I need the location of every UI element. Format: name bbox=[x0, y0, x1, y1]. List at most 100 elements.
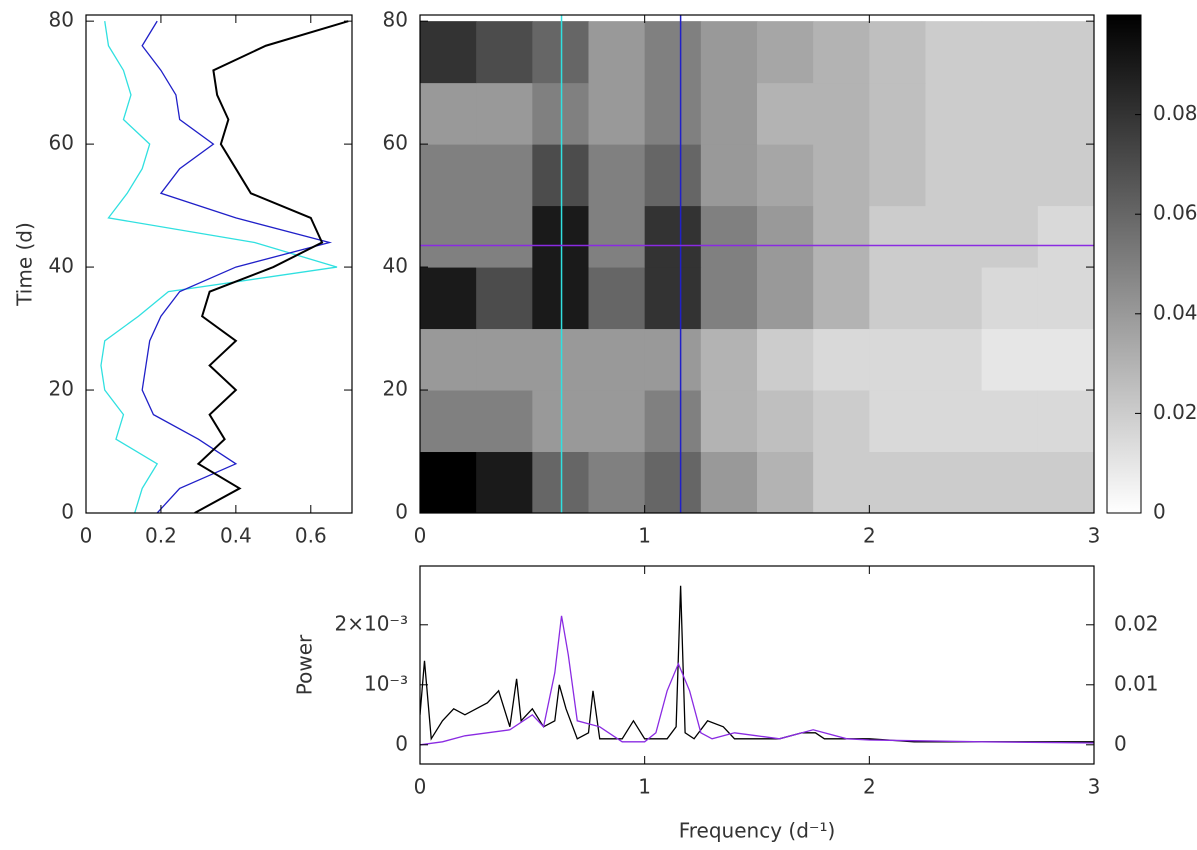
heat-cell bbox=[476, 21, 533, 84]
heat-cell bbox=[644, 205, 702, 268]
heat-cell bbox=[1037, 451, 1094, 513]
heat-cell bbox=[420, 205, 477, 268]
heat-cell bbox=[532, 144, 589, 207]
heat-cell bbox=[588, 144, 646, 207]
heat-cell bbox=[532, 328, 589, 391]
heat-cell bbox=[532, 82, 589, 145]
heat-cell bbox=[757, 451, 814, 513]
heat-cell bbox=[981, 205, 1039, 268]
x-tick-label: 1 bbox=[638, 775, 651, 799]
heat-cell bbox=[981, 390, 1039, 453]
heat-cell bbox=[925, 144, 983, 207]
x-tick-label: 3 bbox=[1088, 524, 1101, 548]
heat-cell bbox=[869, 205, 926, 268]
heat-cell bbox=[981, 82, 1039, 145]
heat-cell bbox=[1037, 328, 1094, 391]
heat-cell bbox=[532, 390, 589, 453]
heat-cell bbox=[813, 144, 870, 207]
heat-cell bbox=[420, 328, 477, 391]
heat-cell bbox=[757, 390, 814, 453]
heat-cell bbox=[420, 451, 477, 513]
heat-cell bbox=[700, 205, 758, 268]
heat-cell bbox=[813, 390, 870, 453]
heat-cell bbox=[644, 21, 702, 84]
y-tick-label: 0 bbox=[61, 500, 74, 524]
heat-cell bbox=[925, 21, 983, 84]
heat-cell bbox=[925, 267, 983, 330]
heat-cell bbox=[700, 390, 758, 453]
heat-cell bbox=[644, 267, 702, 330]
y-tick-label: 2×10⁻³ bbox=[334, 611, 408, 635]
heat-cell bbox=[644, 390, 702, 453]
heat-cell bbox=[532, 267, 589, 330]
y2-tick-label: 0.01 bbox=[1114, 671, 1159, 695]
y-tick-label: 60 bbox=[383, 131, 408, 155]
y-tick-label: 80 bbox=[49, 8, 74, 32]
heat-cell bbox=[813, 82, 870, 145]
heat-cell bbox=[869, 144, 926, 207]
plot-area bbox=[420, 15, 1094, 513]
heat-cell bbox=[757, 82, 814, 145]
x-tick-label: 2 bbox=[863, 524, 876, 548]
heat-cell bbox=[476, 205, 533, 268]
heat-cell bbox=[869, 451, 926, 513]
heat-cell bbox=[588, 267, 646, 330]
y-tick-label: 0 bbox=[395, 500, 408, 524]
heat-cell bbox=[588, 205, 646, 268]
heat-cell bbox=[476, 144, 533, 207]
heat-cell bbox=[476, 390, 533, 453]
heat-cell bbox=[813, 267, 870, 330]
heat-cell bbox=[420, 21, 477, 84]
colorbar bbox=[1106, 14, 1142, 514]
heat-cell bbox=[700, 328, 758, 391]
heat-cell bbox=[700, 82, 758, 145]
heat-cell bbox=[700, 451, 758, 513]
heat-cell bbox=[476, 451, 533, 513]
y-tick-label: 40 bbox=[49, 254, 74, 278]
heat-cell bbox=[476, 82, 533, 145]
heat-cell bbox=[981, 144, 1039, 207]
y-tick-label: 0 bbox=[395, 731, 408, 755]
heat-cell bbox=[757, 267, 814, 330]
heat-cell bbox=[981, 328, 1039, 391]
heat-cell bbox=[644, 328, 702, 391]
heat-cell bbox=[588, 328, 646, 391]
y-tick-label: 10⁻³ bbox=[364, 671, 408, 695]
colorbar-tick-label: 0.04 bbox=[1153, 300, 1197, 324]
colorbar-tick-label: 0 bbox=[1153, 500, 1166, 524]
heat-cell bbox=[981, 21, 1039, 84]
heat-cell bbox=[813, 21, 870, 84]
heat-cell bbox=[532, 205, 589, 268]
heat-cell bbox=[1037, 205, 1094, 268]
heat-cell bbox=[1037, 267, 1094, 330]
heat-cell bbox=[925, 328, 983, 391]
heat-cell bbox=[1037, 390, 1094, 453]
heat-cell bbox=[757, 21, 814, 84]
heat-cell bbox=[981, 451, 1039, 513]
y2-tick-label: 0 bbox=[1114, 731, 1127, 755]
heat-cell bbox=[644, 82, 702, 145]
heat-cell bbox=[420, 390, 477, 453]
heat-cell bbox=[700, 21, 758, 84]
y-tick-label: 40 bbox=[383, 254, 408, 278]
heat-cell bbox=[925, 82, 983, 145]
x-tick-label: 2 bbox=[863, 775, 876, 799]
heat-cell bbox=[644, 144, 702, 207]
plot-area bbox=[420, 585, 1094, 746]
y-tick-label: 20 bbox=[383, 377, 408, 401]
y-axis-label: Power bbox=[293, 634, 317, 695]
heat-cell bbox=[588, 21, 646, 84]
heat-cell bbox=[869, 21, 926, 84]
x-tick-label: 3 bbox=[1088, 775, 1101, 799]
heat-cell bbox=[981, 267, 1039, 330]
colorbar-tick-label: 0.06 bbox=[1153, 201, 1197, 225]
heat-cell bbox=[532, 451, 589, 513]
y2-tick-label: 0.02 bbox=[1114, 611, 1159, 635]
axes-frame bbox=[419, 565, 1095, 765]
heat-cell bbox=[588, 390, 646, 453]
series-line bbox=[194, 20, 349, 513]
heat-cell bbox=[700, 267, 758, 330]
y-axis-label: Time (d) bbox=[13, 222, 37, 307]
colorbar-tick-label: 0.02 bbox=[1153, 400, 1197, 424]
heat-cell bbox=[1037, 21, 1094, 84]
